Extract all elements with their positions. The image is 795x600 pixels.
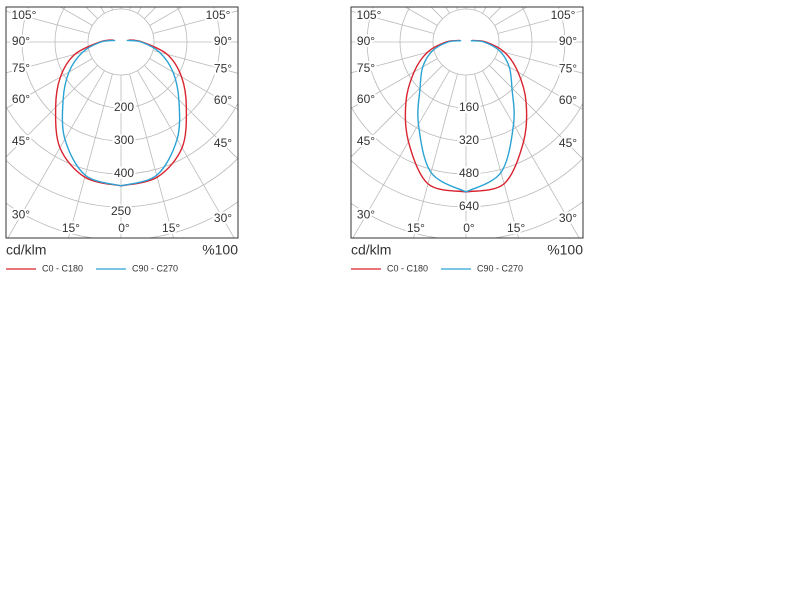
angle-label: 75° (357, 61, 375, 75)
r-tick-label: 480 (459, 166, 479, 180)
legend-label: C0 - C180 (42, 263, 83, 273)
grid-ray (494, 7, 528, 26)
angle-label: 75° (214, 62, 232, 76)
intensity-curve (465, 39, 528, 193)
grid-ray (6, 10, 90, 34)
grid-ray (6, 58, 93, 109)
grid-circle (87, 8, 155, 76)
grid-circle (21, 7, 221, 142)
grid (6, 7, 238, 238)
frame (5, 6, 239, 239)
angle-label: 30° (357, 207, 375, 221)
grid-ray (152, 10, 238, 34)
r-tick-label: 320 (459, 133, 479, 147)
angle-label: 15° (62, 221, 80, 235)
r-tick-label: 200 (114, 100, 134, 114)
angle-label: 60° (559, 93, 577, 107)
grid-ray (351, 65, 443, 158)
angle-label: 45° (214, 136, 232, 150)
angle-label: 15° (162, 221, 180, 235)
polar-chart: 160 320 480 640 0° 15° 15° 30° 30° 45° 45° 60° 60° 75… (350, 6, 584, 273)
grid-ray (494, 58, 583, 111)
grid-circle (432, 8, 500, 76)
grid-ray (489, 7, 502, 19)
legend-label: C90 - C270 (132, 263, 178, 273)
grid-ray (489, 65, 583, 160)
angle-label: 105° (206, 8, 231, 22)
grid-ray (413, 73, 458, 238)
angle-label: 0° (118, 221, 130, 235)
grid-ray (6, 65, 98, 158)
angle-label: 75° (12, 61, 30, 75)
grid-ray (7, 70, 105, 238)
grid-circle (54, 7, 188, 109)
grid-ray (129, 73, 174, 238)
grid-ray (497, 50, 583, 74)
angle-label: 60° (357, 92, 375, 106)
angle-label: 105° (357, 8, 382, 22)
grid-circle (6, 102, 238, 175)
unit-label: cd/klm (351, 242, 391, 258)
intensity-curve (417, 40, 467, 193)
angle-label: 45° (357, 134, 375, 148)
grid-ray (152, 50, 238, 74)
angle-label: 15° (507, 221, 525, 235)
angle-label: 60° (214, 93, 232, 107)
grid-ray (149, 58, 238, 111)
intensity-curve (465, 40, 515, 193)
grid (351, 7, 583, 238)
r-tick-label: 300 (114, 133, 134, 147)
legend-label: C90 - C270 (477, 263, 523, 273)
angle-label: 30° (214, 211, 232, 225)
grid-circle (6, 157, 238, 208)
r-tick-label: 160 (459, 100, 479, 114)
angle-label: 60° (12, 92, 30, 106)
grid-ray (68, 73, 113, 238)
grid-ray (351, 50, 435, 74)
intensity-curve (120, 39, 181, 187)
intensity-curve (61, 39, 122, 187)
angle-label: 90° (357, 34, 375, 48)
angle-label: 90° (214, 34, 232, 48)
angle-label: 45° (559, 136, 577, 150)
frame (350, 6, 584, 239)
angle-label: 45° (12, 134, 30, 148)
grid-ray (351, 10, 435, 34)
angle-label: 30° (12, 207, 30, 221)
angle-label: 0° (463, 221, 475, 235)
intensity-curve (404, 39, 467, 193)
angle-label: 105° (551, 8, 576, 22)
grid-ray (6, 50, 90, 74)
grid-ray (137, 70, 235, 238)
polar-chart: 200 300 400 250 0° 15° 15° 30° 30° 45° 45° 60° 60° 75… (5, 6, 239, 273)
angle-label: 15° (407, 221, 425, 235)
grid-circle (6, 201, 238, 238)
r-tick-label: 640 (459, 199, 479, 213)
grid-circle (351, 102, 583, 175)
angle-label: 90° (12, 34, 30, 48)
grid-circle (366, 7, 566, 142)
annotation: 250 (111, 204, 131, 218)
angle-label: 75° (559, 62, 577, 76)
grid-ray (497, 10, 583, 34)
grid-ray (474, 73, 519, 238)
angle-label: 30° (559, 211, 577, 225)
r-tick-label: 400 (114, 166, 134, 180)
grid-circle (351, 157, 583, 208)
grid-circle (399, 7, 533, 109)
percent-label: %100 (547, 242, 583, 258)
percent-label: %100 (202, 242, 238, 258)
legend-label: C0 - C180 (387, 263, 428, 273)
angle-label: 90° (559, 34, 577, 48)
grid-ray (351, 58, 438, 109)
grid-ray (144, 65, 238, 160)
angle-label: 105° (12, 8, 37, 22)
unit-label: cd/klm (6, 242, 46, 258)
